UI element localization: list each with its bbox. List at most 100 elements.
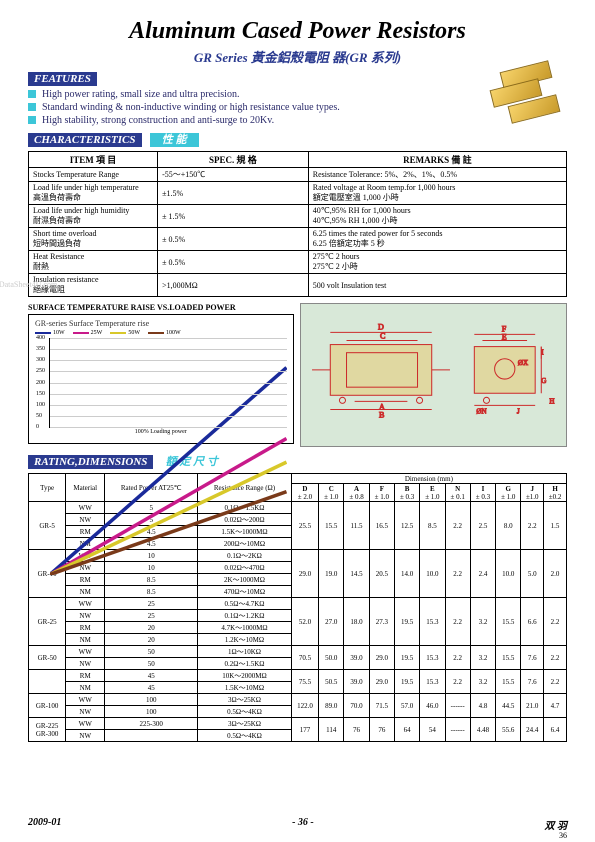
svg-text:ØX: ØX bbox=[517, 359, 527, 367]
legend-item: 50W bbox=[110, 330, 140, 336]
dim-value: 15.5 bbox=[496, 670, 521, 694]
dim-value: 8.5 bbox=[420, 502, 445, 550]
svg-text:B: B bbox=[378, 411, 384, 420]
dim-value: 10.0 bbox=[420, 550, 445, 598]
dim-value: 15.5 bbox=[319, 502, 344, 550]
dim-value: 2.2 bbox=[544, 598, 567, 646]
dim-cell: 10K～2000MΩ bbox=[198, 670, 292, 682]
dim-value: ------ bbox=[445, 718, 470, 742]
dim-cell: 1Ω～10KΩ bbox=[198, 646, 292, 658]
dim-cell: NM bbox=[66, 586, 105, 598]
features-header: FEATURES bbox=[28, 72, 97, 86]
dim-value: 2.2 bbox=[445, 502, 470, 550]
chart-subtitle: GR-series Surface Temperature rise bbox=[35, 319, 287, 328]
char-cell: 40℃,95% RH for 1,000 hours 40℃,95% RH 1,… bbox=[308, 205, 566, 228]
dim-value: 70.5 bbox=[291, 646, 318, 670]
dim-value: 29.0 bbox=[291, 550, 318, 598]
dim-value: 2.2 bbox=[445, 646, 470, 670]
dim-value: 54 bbox=[420, 718, 445, 742]
dim-value: 19.5 bbox=[394, 598, 419, 646]
dim-value: 3.2 bbox=[470, 670, 495, 694]
dim-value: 21.0 bbox=[521, 694, 544, 718]
page-footer: 2009-01 - 36 - 双 羽 bbox=[28, 817, 567, 832]
dim-cell: NM bbox=[66, 682, 105, 694]
dim-cell: 0.2Ω～1.5KΩ bbox=[198, 658, 292, 670]
dim-cell: 3Ω～25KΩ bbox=[198, 718, 292, 730]
dim-cell bbox=[105, 730, 198, 742]
footer-page: - 36 - bbox=[292, 817, 314, 832]
dim-value: 19.0 bbox=[319, 550, 344, 598]
watermark: www.DataSheet4U.com bbox=[0, 280, 57, 289]
dim-value: 18.0 bbox=[344, 598, 369, 646]
dim-cell: 50 bbox=[105, 646, 198, 658]
svg-text:G: G bbox=[541, 377, 546, 385]
char-cell: ± 1.5% bbox=[158, 205, 309, 228]
dim-cell: 100 bbox=[105, 694, 198, 706]
dim-value: 70.0 bbox=[344, 694, 369, 718]
dim-cell: 50 bbox=[105, 658, 198, 670]
char-cell: Heat Resistance 耐熱 bbox=[29, 251, 158, 274]
legend-item: 25W bbox=[73, 330, 103, 336]
dim-value: 14.0 bbox=[394, 550, 419, 598]
dim-cell: NW bbox=[66, 730, 105, 742]
dim-cell: 45 bbox=[105, 682, 198, 694]
dim-value: 27.0 bbox=[319, 598, 344, 646]
feature-item: Standard winding & non-inductive winding… bbox=[28, 101, 567, 114]
char-cell: 275℃ 2 hours 275℃ 2 小時 bbox=[308, 251, 566, 274]
char-cell: 500 volt Insulation test bbox=[308, 274, 566, 297]
dim-value: 10.0 bbox=[496, 550, 521, 598]
dim-value: 71.5 bbox=[369, 694, 394, 718]
svg-text:ØN: ØN bbox=[476, 408, 486, 416]
characteristics-header: CHARACTERISTICS bbox=[28, 133, 142, 147]
svg-text:J: J bbox=[516, 408, 519, 416]
dim-cell: WW bbox=[66, 718, 105, 730]
dim-cell: RM bbox=[66, 622, 105, 634]
dim-value: 7.6 bbox=[521, 670, 544, 694]
dim-value: 16.5 bbox=[369, 502, 394, 550]
dim-value: 6.4 bbox=[544, 718, 567, 742]
dim-value: 15.5 bbox=[496, 598, 521, 646]
dim-value: 39.0 bbox=[344, 670, 369, 694]
dim-cell: 3Ω～25KΩ bbox=[198, 694, 292, 706]
dim-value: 39.0 bbox=[344, 646, 369, 670]
dim-value: 7.6 bbox=[521, 646, 544, 670]
dim-value: 8.0 bbox=[496, 502, 521, 550]
dim-value: 114 bbox=[319, 718, 344, 742]
dim-cell: 1.2K～10MΩ bbox=[198, 634, 292, 646]
dim-cell: 0.5Ω～4KΩ bbox=[198, 706, 292, 718]
chart-title: SURFACE TEMPERATURE RAISE VS.LOADED POWE… bbox=[28, 303, 294, 312]
dim-value: 4.7 bbox=[544, 694, 567, 718]
dim-value: 15.3 bbox=[420, 598, 445, 646]
characteristics-header-cn: 性 能 bbox=[150, 133, 199, 147]
dim-value: 89.0 bbox=[319, 694, 344, 718]
dim-value: 2.2 bbox=[445, 598, 470, 646]
dim-value: 2.0 bbox=[544, 550, 567, 598]
dim-cell: 4.7K～1000MΩ bbox=[198, 622, 292, 634]
dim-value: 44.5 bbox=[496, 694, 521, 718]
dim-value: 76 bbox=[344, 718, 369, 742]
char-col-item: ITEM 項 目 bbox=[29, 152, 158, 168]
dim-value: 14.5 bbox=[344, 550, 369, 598]
dim-cell: NW bbox=[66, 610, 105, 622]
dim-value: 19.5 bbox=[394, 646, 419, 670]
feature-item: High power rating, small size and ultra … bbox=[28, 88, 567, 101]
dim-value: 76 bbox=[369, 718, 394, 742]
chart-legend: 10W25W50W100W bbox=[35, 330, 287, 336]
dim-value: 12.5 bbox=[394, 502, 419, 550]
svg-text:C: C bbox=[379, 331, 384, 340]
dim-cell: WW bbox=[66, 694, 105, 706]
char-cell: Rated voltage at Room temp.for 1,000 hou… bbox=[308, 182, 566, 205]
dim-value: 122.0 bbox=[291, 694, 318, 718]
dim-cell: 45 bbox=[105, 670, 198, 682]
dim-value: 2.2 bbox=[445, 550, 470, 598]
type-cell: GR-225 GR-300 bbox=[29, 718, 66, 742]
dim-cell: NM bbox=[66, 634, 105, 646]
dim-cell: 470Ω～10MΩ bbox=[198, 586, 292, 598]
char-cell: Short time overload 短時間過負荷 bbox=[29, 228, 158, 251]
dim-value: 55.6 bbox=[496, 718, 521, 742]
feature-item: High stability, strong construction and … bbox=[28, 114, 567, 127]
svg-text:D: D bbox=[377, 322, 383, 331]
dim-value: 50.0 bbox=[319, 646, 344, 670]
dim-value: 29.0 bbox=[369, 646, 394, 670]
page-number: 36 bbox=[559, 831, 567, 840]
